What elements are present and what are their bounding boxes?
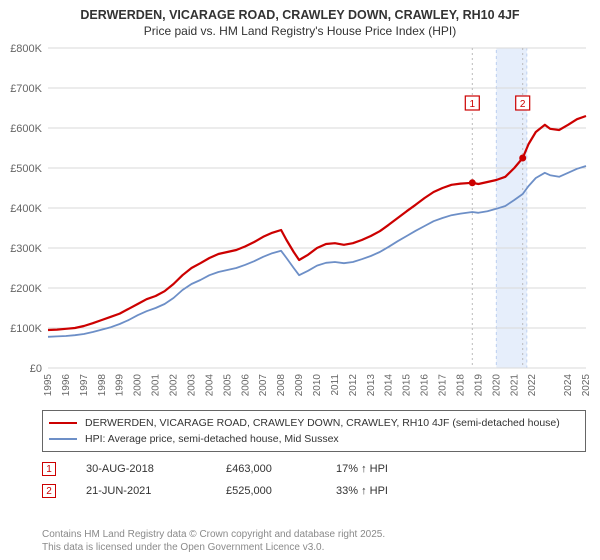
legend-item-hpi: HPI: Average price, semi-detached house,…: [49, 431, 579, 447]
svg-text:2015: 2015: [402, 374, 413, 397]
sale-row-2: 2 21-JUN-2021 £525,000 33% ↑ HPI: [42, 480, 586, 502]
legend-label-hpi: HPI: Average price, semi-detached house,…: [85, 433, 339, 445]
svg-text:2006: 2006: [240, 374, 251, 397]
svg-text:1999: 1999: [115, 374, 126, 397]
sale-row-1: 1 30-AUG-2018 £463,000 17% ↑ HPI: [42, 458, 586, 480]
svg-text:2012: 2012: [348, 374, 359, 397]
line-chart: £0 £100K £200K £300K £400K £500K £600K £700K £80…: [0, 42, 600, 402]
svg-text:2005: 2005: [222, 374, 233, 397]
figure-container: DERWERDEN, VICARAGE ROAD, CRAWLEY DOWN, …: [0, 0, 600, 560]
svg-text:£100K: £100K: [10, 323, 42, 335]
svg-text:2014: 2014: [384, 374, 395, 397]
svg-text:2022: 2022: [527, 374, 538, 397]
svg-text:2002: 2002: [169, 374, 180, 397]
sales-table: 1 30-AUG-2018 £463,000 17% ↑ HPI 2 21-JU…: [42, 458, 586, 502]
sale-flag-1: 1: [42, 462, 56, 476]
chart-area: £0 £100K £200K £300K £400K £500K £600K £700K £80…: [0, 42, 600, 402]
svg-text:2000: 2000: [133, 374, 144, 397]
svg-text:£500K: £500K: [10, 163, 42, 175]
footer-line-1: Contains HM Land Registry data © Crown c…: [42, 529, 385, 542]
svg-text:1997: 1997: [79, 374, 90, 397]
svg-text:£800K: £800K: [10, 43, 42, 55]
sale-price-2: £525,000: [226, 485, 336, 497]
svg-text:2013: 2013: [366, 374, 377, 397]
sale-date-1: 30-AUG-2018: [86, 463, 226, 475]
svg-text:2010: 2010: [312, 374, 323, 397]
svg-text:2001: 2001: [151, 374, 162, 397]
sale-date-2: 21-JUN-2021: [86, 485, 226, 497]
svg-text:2018: 2018: [455, 374, 466, 397]
sale-flag-2: 2: [42, 484, 56, 498]
svg-text:2009: 2009: [294, 374, 305, 397]
svg-text:1998: 1998: [97, 374, 108, 397]
svg-text:£600K: £600K: [10, 123, 42, 135]
sale-delta-1: 17% ↑ HPI: [336, 463, 586, 475]
svg-text:2011: 2011: [330, 374, 341, 396]
svg-text:2: 2: [520, 99, 526, 110]
svg-text:£400K: £400K: [10, 203, 42, 215]
svg-text:2003: 2003: [186, 374, 197, 397]
svg-text:£300K: £300K: [10, 243, 42, 255]
svg-text:1: 1: [470, 99, 476, 110]
sale-delta-2: 33% ↑ HPI: [336, 485, 586, 497]
attribution-footer: Contains HM Land Registry data © Crown c…: [42, 529, 385, 554]
svg-text:2007: 2007: [258, 374, 269, 397]
svg-text:2016: 2016: [420, 374, 431, 397]
svg-text:2021: 2021: [509, 374, 520, 397]
svg-text:2008: 2008: [276, 374, 287, 397]
svg-text:£200K: £200K: [10, 283, 42, 295]
legend-label-property: DERWERDEN, VICARAGE ROAD, CRAWLEY DOWN, …: [85, 417, 560, 429]
svg-text:2024: 2024: [563, 374, 574, 397]
svg-text:2004: 2004: [204, 374, 215, 397]
svg-text:£700K: £700K: [10, 83, 42, 95]
svg-text:2020: 2020: [491, 374, 502, 397]
svg-text:£0: £0: [30, 363, 42, 375]
legend-item-property: DERWERDEN, VICARAGE ROAD, CRAWLEY DOWN, …: [49, 415, 579, 431]
legend: DERWERDEN, VICARAGE ROAD, CRAWLEY DOWN, …: [42, 410, 586, 452]
footer-line-2: This data is licensed under the Open Gov…: [42, 542, 385, 555]
svg-text:1996: 1996: [61, 374, 72, 397]
chart-subtitle: Price paid vs. HM Land Registry's House …: [0, 22, 600, 38]
svg-text:1995: 1995: [43, 374, 54, 397]
sale-price-1: £463,000: [226, 463, 336, 475]
svg-text:2019: 2019: [473, 374, 484, 397]
chart-title: DERWERDEN, VICARAGE ROAD, CRAWLEY DOWN, …: [0, 0, 600, 22]
svg-text:2025: 2025: [581, 374, 592, 397]
legend-swatch-property: [49, 422, 77, 424]
svg-text:2017: 2017: [438, 374, 449, 397]
legend-swatch-hpi: [49, 438, 77, 440]
